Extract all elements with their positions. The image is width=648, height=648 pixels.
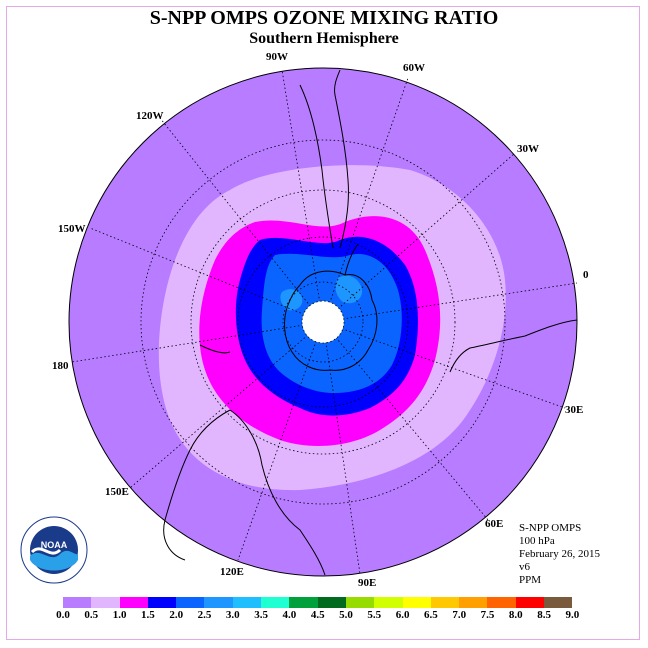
noaa-logo-icon: NOAA bbox=[20, 516, 88, 584]
colorbar-cell bbox=[232, 597, 262, 608]
info-units: PPM bbox=[519, 574, 542, 586]
lon-label-150e: 150E bbox=[105, 486, 129, 498]
map-border bbox=[68, 67, 578, 577]
info-instrument: S-NPP OMPS bbox=[519, 522, 582, 534]
colorbar-tick-label: 8.5 bbox=[537, 609, 551, 621]
colorbar-tick-label: 5.5 bbox=[367, 609, 382, 621]
colorbar-tick-label: 4.5 bbox=[310, 609, 325, 621]
colorbar-tick-label: 1.0 bbox=[112, 609, 127, 621]
colorbar-cell bbox=[176, 597, 205, 608]
lon-label-90w: 90W bbox=[266, 51, 288, 63]
colorbar-tick-label: 3.5 bbox=[254, 609, 268, 621]
colorbar-cell bbox=[204, 597, 233, 608]
colorbar-tick-label: 5.0 bbox=[339, 609, 353, 621]
colorbar-cell bbox=[63, 597, 92, 608]
colorbar-cell bbox=[147, 597, 177, 608]
colorbar-cell bbox=[515, 597, 545, 608]
colorbar-tick-label: 7.0 bbox=[452, 609, 467, 621]
colorbar-tick-label: 2.0 bbox=[169, 609, 184, 621]
colorbar-tick-label: 0.0 bbox=[56, 609, 70, 621]
contour-2.5-3.0-b bbox=[335, 275, 363, 304]
info-level: 100 hPa bbox=[519, 535, 555, 547]
lon-label-30e: 30E bbox=[565, 404, 584, 416]
info-block: S-NPP OMPS 100 hPa February 26, 2015 v6 … bbox=[519, 522, 600, 587]
colorbar-cell bbox=[261, 597, 290, 608]
colorbar-tick-label: 1.5 bbox=[141, 609, 155, 621]
colorbar-tick-label: 8.0 bbox=[508, 609, 523, 621]
colorbar bbox=[63, 597, 573, 608]
lon-label-30w: 30W bbox=[517, 143, 539, 155]
colorbar-tick-label: 4.0 bbox=[282, 609, 297, 621]
lon-label-120w: 120W bbox=[136, 110, 164, 122]
colorbar-cell bbox=[289, 597, 318, 608]
colorbar-tick-label: 9.0 bbox=[565, 609, 580, 621]
colorbar-tick-label: 2.5 bbox=[197, 609, 212, 621]
lon-label-180: 180 bbox=[52, 360, 69, 372]
info-date: February 26, 2015 bbox=[519, 548, 600, 560]
colorbar-cell bbox=[459, 597, 488, 608]
figure-frame bbox=[6, 6, 640, 640]
lon-label-120e: 120E bbox=[220, 566, 244, 578]
colorbar-cell bbox=[374, 597, 403, 608]
colorbar-cell bbox=[430, 597, 460, 608]
colorbar-cell bbox=[487, 597, 516, 608]
colorbar-cell bbox=[345, 597, 375, 608]
latitude-grid bbox=[140, 139, 506, 505]
map-title: S-NPP OMPS OZONE MIXING RATIO bbox=[149, 7, 499, 29]
lon-label-60w: 60W bbox=[403, 62, 425, 74]
coastlines bbox=[163, 69, 578, 576]
contour-2.5-3.0 bbox=[280, 289, 303, 311]
colorbar-cell bbox=[317, 597, 346, 608]
colorbar-tick-label: 6.0 bbox=[395, 609, 410, 621]
colorbar-tick-label: 0.5 bbox=[84, 609, 99, 621]
colorbar-cell bbox=[544, 597, 573, 608]
lon-label-0: 0 bbox=[583, 269, 589, 281]
colorbar-cell bbox=[402, 597, 431, 608]
colorbar-tick-label: 6.5 bbox=[424, 609, 438, 621]
lon-label-150w: 150W bbox=[58, 223, 86, 235]
longitude-grid bbox=[71, 69, 578, 575]
colorbar-ticks: 0.0 0.5 1.0 1.5 2.0 2.5 3.0 3.5 4.0 4.5 5.0 5.5 6.0 6… bbox=[0, 609, 648, 623]
colorbar-cell bbox=[119, 597, 148, 608]
lon-label-60e: 60E bbox=[485, 518, 504, 530]
colorbar-tick-label: 7.5 bbox=[480, 609, 495, 621]
pole-hole bbox=[302, 301, 344, 343]
colorbar-cell bbox=[91, 597, 120, 608]
lon-label-90e: 90E bbox=[358, 577, 377, 589]
map-subtitle: Southern Hemisphere bbox=[249, 30, 399, 47]
logo-text: NOAA bbox=[41, 540, 68, 550]
info-version: v6 bbox=[519, 561, 530, 573]
colorbar-tick-label: 3.0 bbox=[225, 609, 240, 621]
